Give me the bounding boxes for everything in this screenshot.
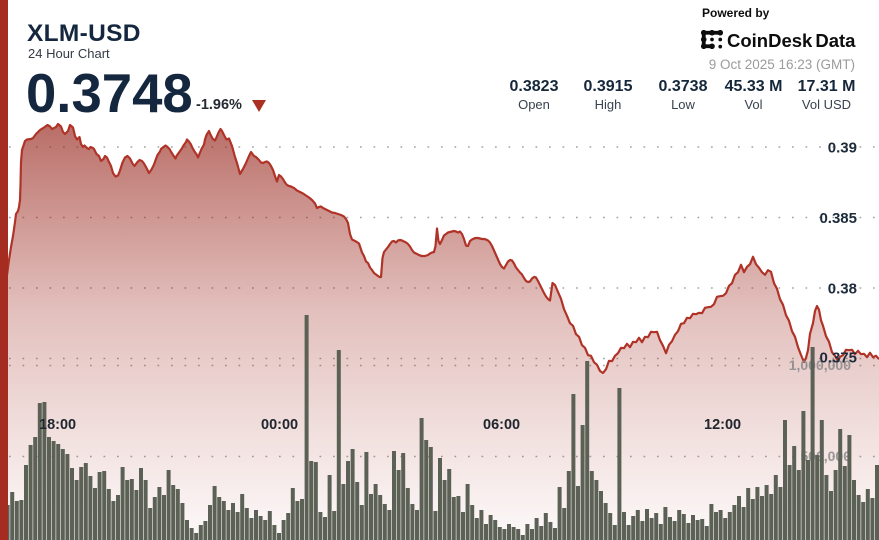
svg-text:0.39: 0.39	[828, 140, 857, 157]
svg-text:0.38: 0.38	[828, 281, 857, 298]
svg-text:0.385: 0.385	[819, 210, 857, 227]
svg-text:00:00: 00:00	[261, 417, 298, 433]
svg-text:06:00: 06:00	[483, 417, 520, 433]
svg-text:1,000,000: 1,000,000	[789, 357, 851, 373]
svg-text:0.375: 0.375	[819, 350, 857, 367]
svg-text:18:00: 18:00	[39, 417, 76, 433]
svg-text:12:00: 12:00	[704, 417, 741, 433]
